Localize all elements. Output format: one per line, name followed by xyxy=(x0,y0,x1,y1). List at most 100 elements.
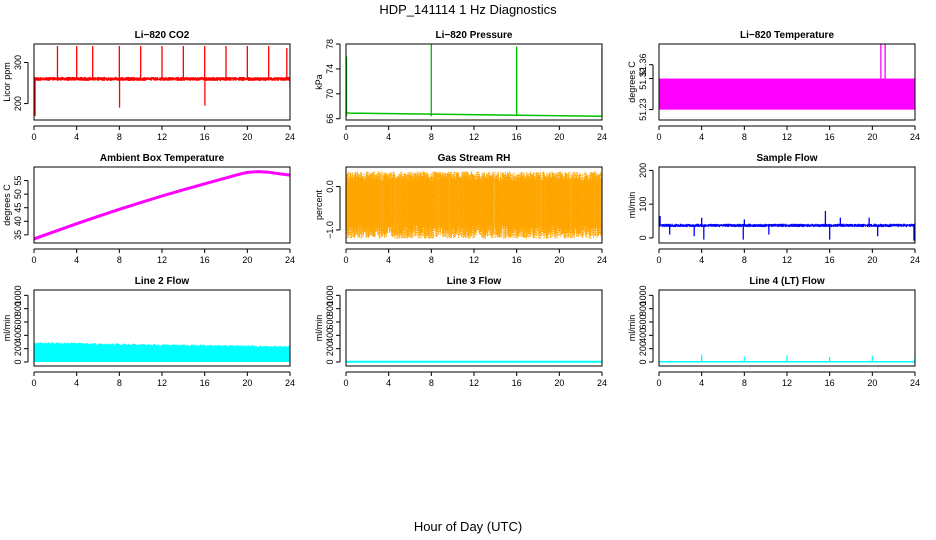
band-series xyxy=(34,342,290,362)
x-tick-label: 24 xyxy=(285,255,295,265)
plot-frame xyxy=(345,289,603,367)
panel-1: Li−820 CO2 Licor ppm 0 4 8 12 16 20 24 200 300 xyxy=(2,30,295,142)
x-axis: 0 4 8 12 16 20 24 xyxy=(343,371,607,388)
data-layer xyxy=(34,46,290,116)
x-tick-label: 24 xyxy=(597,378,607,388)
data-layer xyxy=(346,44,602,118)
x-tick-label: 12 xyxy=(469,132,479,142)
y-tick-label: 200 xyxy=(13,96,23,111)
x-tick-label: 4 xyxy=(74,132,79,142)
x-axis: 0 4 8 12 16 20 24 xyxy=(31,248,295,265)
x-tick-label: 0 xyxy=(343,255,348,265)
x-tick-label: 16 xyxy=(512,378,522,388)
x-tick-label: 12 xyxy=(469,378,479,388)
y-tick-label: 200 xyxy=(638,163,648,178)
plot-frame xyxy=(33,43,291,121)
x-tick-label: 24 xyxy=(597,132,607,142)
series-line-1 xyxy=(346,111,602,118)
panel-title: Line 4 (LT) Flow xyxy=(749,276,825,287)
y-tick-label: 0 xyxy=(638,235,648,240)
panel-7: Line 2 Flow ml/min 0 4 8 12 16 20 24 0 20040060080… xyxy=(2,276,295,388)
panel-3: Li−820 Temperature degrees C 0 4 8 12 16 20 24 51… xyxy=(627,30,920,142)
x-tick-label: 24 xyxy=(597,255,607,265)
x-tick-label: 0 xyxy=(343,132,348,142)
y-tick-label: 66 xyxy=(325,114,335,124)
x-axis: 0 4 8 12 16 20 24 xyxy=(656,248,920,265)
panel-title: Ambient Box Temperature xyxy=(100,153,225,164)
x-tick-label: 8 xyxy=(117,255,122,265)
x-tick-label: 4 xyxy=(699,378,704,388)
panel-9: Line 4 (LT) Flow ml/min 0 4 8 12 16 20 24 0 200400… xyxy=(627,276,920,388)
x-tick-label: 24 xyxy=(285,132,295,142)
y-tick-label: 400 xyxy=(325,328,335,343)
y-tick-label: 51.36 xyxy=(638,53,648,76)
series-line-1 xyxy=(34,170,290,241)
x-axis: 0 4 8 12 16 20 24 xyxy=(656,125,920,142)
y-tick-label: 70 xyxy=(325,89,335,99)
panel-title: Li−820 Temperature xyxy=(740,30,834,41)
y-tick-label: 1000 xyxy=(325,285,335,305)
y-axis-label: Licor ppm xyxy=(2,62,12,102)
y-tick-label: 600 xyxy=(13,314,23,329)
x-tick-label: 12 xyxy=(782,255,792,265)
panel-2: Li−820 Pressure kPa 0 4 8 12 16 20 24 66 70 74 78 xyxy=(314,30,607,142)
plot-frame xyxy=(658,166,916,244)
y-tick-label: 0 xyxy=(13,359,23,364)
x-tick-label: 20 xyxy=(554,132,564,142)
panel-title: Line 2 Flow xyxy=(135,276,190,287)
x-tick-label: 4 xyxy=(386,132,391,142)
x-tick-label: 16 xyxy=(825,378,835,388)
x-tick-label: 0 xyxy=(656,255,661,265)
y-tick-label: 35 xyxy=(13,230,23,240)
x-tick-label: 20 xyxy=(867,132,877,142)
x-tick-label: 8 xyxy=(742,378,747,388)
x-tick-label: 4 xyxy=(699,132,704,142)
y-tick-label: 40 xyxy=(13,216,23,226)
baseline-series xyxy=(659,223,915,228)
x-tick-label: 16 xyxy=(200,255,210,265)
y-tick-label: 100 xyxy=(638,197,648,212)
y-tick-label: 400 xyxy=(13,328,23,343)
x-tick-label: 0 xyxy=(656,132,661,142)
y-tick-label: 1000 xyxy=(13,285,23,305)
y-tick-label: 45 xyxy=(13,203,23,213)
x-tick-label: 20 xyxy=(554,378,564,388)
data-layer xyxy=(659,354,915,363)
x-axis: 0 4 8 12 16 20 24 xyxy=(343,248,607,265)
x-axis: 0 4 8 12 16 20 24 xyxy=(31,371,295,388)
y-tick-label: 50 xyxy=(13,189,23,199)
x-tick-label: 0 xyxy=(31,378,36,388)
y-axis-label: degrees C xyxy=(2,184,12,226)
x-axis: 0 4 8 12 16 20 24 xyxy=(656,371,920,388)
y-tick-label: 1000 xyxy=(638,285,648,305)
x-tick-label: 4 xyxy=(386,378,391,388)
x-tick-label: 0 xyxy=(656,378,661,388)
y-axis: 200 300 xyxy=(13,55,29,111)
y-tick-label: 600 xyxy=(638,314,648,329)
y-axis-label: percent xyxy=(314,189,324,220)
band-series xyxy=(346,171,602,239)
y-axis: 35 40 45 50 55 xyxy=(13,176,29,240)
x-tick-label: 20 xyxy=(242,255,252,265)
y-tick-label: 600 xyxy=(325,314,335,329)
y-axis-label: degrees C xyxy=(627,61,637,103)
x-tick-label: 20 xyxy=(242,132,252,142)
x-tick-label: 24 xyxy=(910,378,920,388)
panel-8: Line 3 Flow ml/min 0 4 8 12 16 20 24 0 20040060080… xyxy=(314,276,607,388)
x-tick-label: 16 xyxy=(825,255,835,265)
plot-frame xyxy=(345,166,603,244)
plot-frame xyxy=(658,289,916,367)
y-tick-label: 400 xyxy=(638,328,648,343)
y-tick-label: 200 xyxy=(13,341,23,356)
x-tick-label: 12 xyxy=(469,255,479,265)
y-axis-label: ml/min xyxy=(627,192,637,219)
x-tick-label: 20 xyxy=(867,255,877,265)
y-tick-label: 200 xyxy=(325,341,335,356)
panel-title: Sample Flow xyxy=(756,153,817,164)
y-axis: −1.0 0.0 xyxy=(325,180,341,239)
x-tick-label: 0 xyxy=(343,378,348,388)
y-tick-label: 200 xyxy=(638,341,648,356)
plot-frame xyxy=(658,43,916,121)
